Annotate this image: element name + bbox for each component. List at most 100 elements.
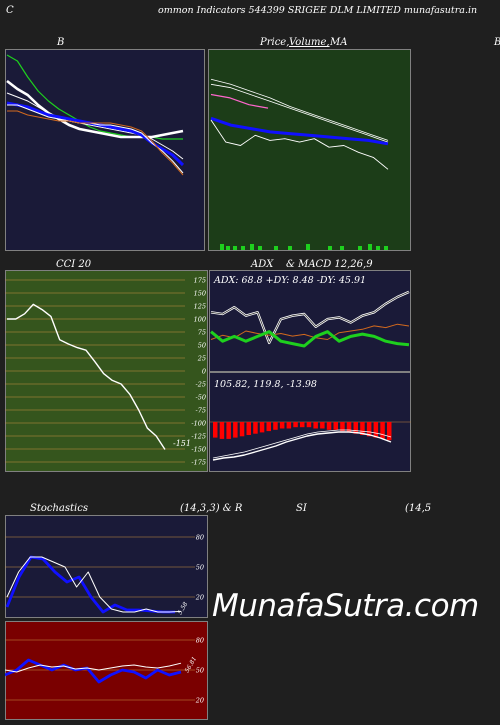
header-left-char: C [6,5,14,16]
adx-chart: ADX: 68.8 +DY: 8.48 -DY: 45.91 [209,270,411,372]
macd-bar [340,422,345,432]
macd-bar [300,422,305,428]
rsi-bg [5,621,208,720]
macd-bar [326,422,332,430]
cci-tick-label: 50 [198,342,206,350]
volume-bar [226,246,230,250]
rsi-smooth-series [5,658,182,684]
macd-lines [212,429,392,461]
dy-minus-series [210,323,410,340]
macd-bar [360,422,365,435]
macd-bar [259,422,265,433]
macd-bar [226,422,231,439]
macd-bar [253,422,258,434]
volume-bar [220,244,224,250]
macd-bar [366,422,372,437]
cci-tick-label: 150 [194,290,206,298]
cci-tick-label: -50 [196,394,206,402]
bollinger-series-3 [6,92,184,160]
stoch-lines [5,555,182,614]
macd-bar [293,422,298,428]
rsi-tick-label: 50 [196,667,204,675]
cci-tick-label: -150 [191,446,206,454]
price-title-a: Price, [260,37,290,48]
cci-tick-label: 125 [194,303,206,311]
bollinger-chart [5,49,205,251]
volume-bar [376,246,380,250]
adx-lines [210,290,410,348]
cci-tick-label: -100 [191,420,206,428]
volume-bar [340,246,344,250]
rsi-tick-label: 20 [195,697,204,705]
bollinger-series-2 [6,79,184,139]
volume-bar [258,246,262,250]
volume-bar [288,246,292,250]
cci-current-label: -151 [173,439,191,448]
volume-bars [220,244,388,250]
price-close [210,119,389,170]
rsi-title: SI [296,503,307,514]
bollinger-lines [6,54,185,176]
cci-tick-label: 75 [198,329,206,337]
macd-bar [387,422,392,441]
volume-bar [358,246,362,250]
stoch-title: Stochastics [30,503,88,514]
cci-tick-label: -125 [191,433,206,441]
adx-series [210,291,410,344]
rsi-grid: 80 50 20 [5,637,204,705]
macd-bar [286,422,292,429]
bollinger-title: B [57,37,65,48]
cci-tick-label: -75 [196,407,206,415]
macd-bar [353,422,358,434]
volume-bar [233,246,237,250]
macd-bar [373,422,379,438]
price-chart [208,49,411,251]
macd-bar [333,422,338,430]
dy-plus-series [210,330,410,348]
adx-title-b: & MACD 12,26,9 [286,259,373,270]
volume-bar [241,246,245,250]
volume-bar [328,246,332,250]
macd-bar [320,422,325,429]
rsi-tick-label: 80 [196,637,204,645]
price-title-b: Volume, [289,37,330,48]
watermark: MunafaSutra.com [212,588,479,624]
macd-line [212,431,392,461]
stoch-tick-label: 80 [196,534,204,542]
bollinger-bg [5,49,205,251]
bollinger-series-6 [7,110,184,176]
macd-bar [219,422,225,439]
macd-bar [306,422,312,428]
macd-bar [380,422,385,439]
macd-signal-line [212,429,392,459]
price-edge-label: B [494,37,500,48]
volume-bar [250,244,254,250]
price-ma-long [210,78,389,141]
stoch-d-series [5,555,175,614]
cci-series [7,303,166,450]
macd-bar [266,422,271,432]
price-ma-short [210,93,269,109]
volume-bar [274,246,278,250]
stoch-bg [5,515,208,618]
volume-bar [384,246,388,250]
cci-tick-label: -25 [196,381,206,389]
price-lines [210,78,389,170]
cci-tick-label: -175 [191,459,206,467]
stoch-params: (14,3,3) & R [180,503,243,514]
macd-bar [313,422,318,429]
price-ma-blue [210,116,389,146]
volume-bar [368,244,372,250]
macd-bar [279,422,285,429]
header-title: ommon Indicators 544399 SRIGEE DLM LIMIT… [158,5,478,16]
macd-chart: 105.82, 119.8, -13.98 [209,372,411,472]
price-title-c: MA [330,37,348,48]
volume-bar [306,244,310,250]
stoch-tick-label: 50 [196,564,204,572]
macd-bar [213,422,218,438]
macd-bar [273,422,278,430]
cci-line [7,303,166,450]
cci-grid: 175 150 125 100 75 50 25 0 -25 -50 -75 -100 -125 -150… [5,277,206,467]
macd-bar [233,422,238,438]
